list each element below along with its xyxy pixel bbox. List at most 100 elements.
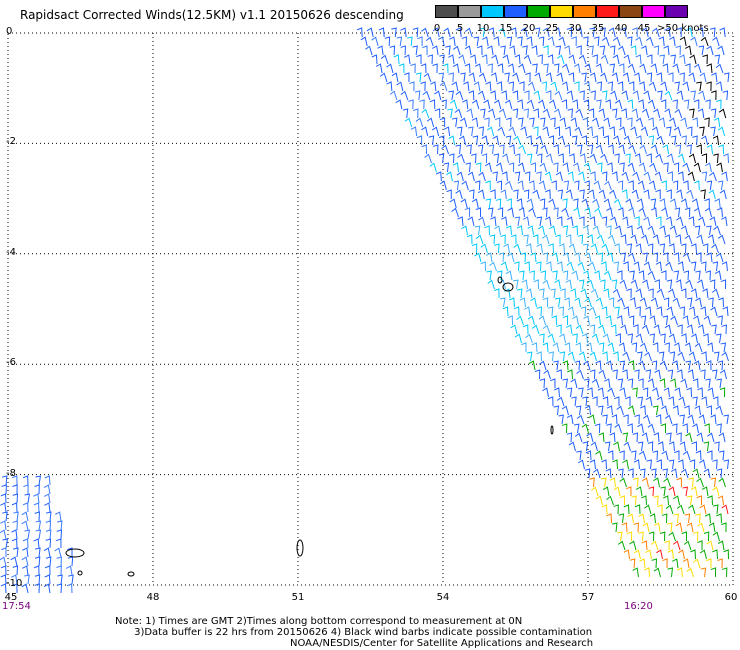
wind-barb	[615, 333, 621, 344]
wind-barb	[553, 405, 559, 416]
wind-barb	[521, 279, 528, 290]
wind-barb	[565, 189, 573, 200]
wind-barb	[500, 261, 508, 272]
wind-barb	[548, 198, 556, 209]
wind-barb	[615, 225, 622, 236]
wind-barb	[384, 36, 391, 47]
wind-barb	[612, 54, 620, 65]
wind-barb	[633, 261, 640, 272]
wind-barb	[371, 54, 378, 65]
wind-barb	[676, 369, 683, 380]
wind-barb	[571, 396, 577, 407]
wind-barb	[642, 279, 649, 290]
wind-barb	[581, 135, 588, 146]
wind-barb	[614, 306, 620, 317]
wind-barb	[683, 99, 690, 110]
wind-barb	[506, 198, 512, 209]
wind-barb	[566, 90, 574, 101]
wind-barb	[656, 396, 664, 407]
wind-barb	[554, 297, 561, 308]
wind-barb	[608, 297, 615, 308]
wind-barb	[475, 162, 482, 173]
wind-barb	[623, 135, 632, 146]
wind-barb	[699, 126, 705, 137]
wind-barb	[689, 108, 695, 119]
wind-barb	[553, 144, 560, 155]
wind-barb	[518, 144, 527, 155]
wind-barb	[681, 135, 687, 146]
wind-barb	[517, 36, 523, 47]
wind-barb	[478, 72, 487, 83]
wind-barb	[640, 405, 646, 416]
wind-barb	[638, 207, 646, 218]
wind-barb	[619, 162, 625, 173]
wind-barb	[421, 27, 429, 38]
wind-barb	[517, 99, 524, 110]
wind-barb	[678, 396, 686, 407]
wind-barb	[519, 297, 526, 308]
wind-barb	[690, 36, 698, 47]
wind-barb	[514, 54, 521, 65]
wind-barb	[379, 72, 388, 83]
wind-barb	[526, 351, 533, 362]
wind-barb	[554, 90, 563, 101]
legend-swatch	[619, 5, 642, 18]
wind-barb	[641, 108, 650, 119]
wind-barb	[555, 171, 563, 182]
wind-barb	[652, 342, 659, 353]
wind-barb	[415, 117, 424, 128]
wind-barb	[717, 126, 726, 137]
wind-barb	[11, 475, 18, 486]
wind-barb	[692, 378, 699, 389]
wind-barb	[513, 189, 519, 200]
wind-barb	[696, 81, 702, 92]
wind-barb	[498, 279, 506, 290]
wind-barb	[636, 135, 643, 146]
wind-barb	[528, 207, 536, 218]
wind-barb	[613, 504, 619, 515]
wind-barb	[702, 243, 709, 254]
wind-barb	[685, 279, 693, 290]
wind-barb	[679, 72, 685, 83]
wind-barb	[720, 279, 727, 290]
wind-barb	[536, 216, 543, 227]
wind-barb	[623, 261, 629, 272]
wind-barb	[449, 198, 457, 209]
wind-barb	[508, 81, 515, 92]
wind-barb	[626, 531, 633, 542]
wind-barb	[707, 450, 713, 461]
wind-barb	[661, 405, 668, 416]
wind-barb	[711, 90, 717, 101]
wind-barb	[0, 574, 7, 585]
wind-barb	[523, 54, 532, 65]
wind-barb	[514, 171, 521, 182]
wind-barb	[545, 189, 551, 200]
wind-barb	[510, 324, 518, 335]
wind-barb	[519, 81, 525, 92]
wind-barb	[717, 45, 725, 56]
wind-barb	[684, 342, 692, 353]
wind-barb	[542, 207, 548, 218]
wind-barb	[506, 117, 512, 128]
wind-barb	[584, 207, 591, 218]
wind-barb	[572, 333, 578, 344]
wind-barb	[543, 45, 549, 56]
wind-barb	[56, 565, 62, 576]
wind-barb	[698, 45, 705, 56]
wind-barb	[602, 351, 608, 362]
wind-barb	[709, 171, 717, 182]
wind-barb	[66, 583, 73, 594]
wind-barb	[721, 324, 727, 335]
wind-barb	[524, 171, 531, 182]
wind-barb	[672, 423, 678, 434]
legend-swatch	[573, 5, 596, 18]
wind-barb	[634, 504, 641, 515]
wind-barb	[619, 495, 625, 506]
wind-barb	[710, 414, 717, 425]
wind-barb	[672, 180, 679, 191]
wind-barb	[12, 520, 18, 531]
legend-label: 35	[591, 23, 605, 34]
wind-barb	[613, 441, 620, 452]
wind-barb	[701, 396, 708, 407]
wind-barb	[572, 225, 578, 236]
